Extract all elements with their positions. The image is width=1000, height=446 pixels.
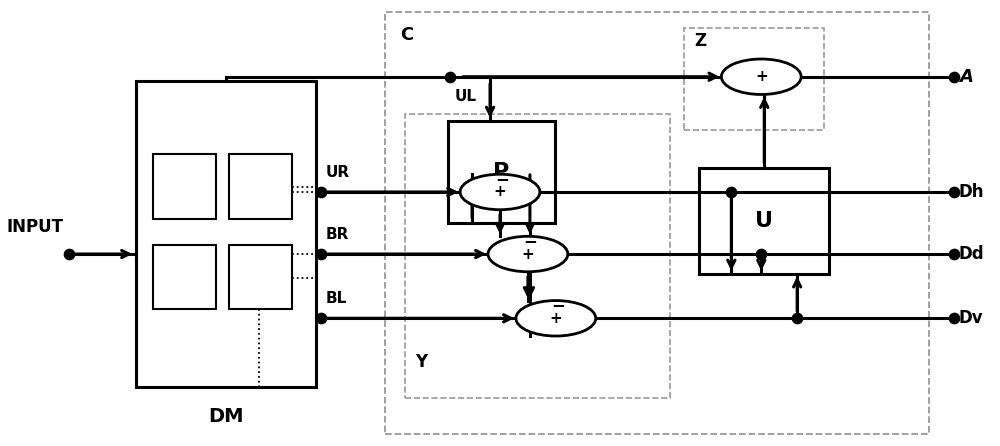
Bar xyxy=(684,28,824,130)
Text: +: + xyxy=(755,69,768,84)
Point xyxy=(442,73,458,80)
Text: Y: Y xyxy=(415,354,427,372)
Bar xyxy=(448,121,555,223)
Text: DM: DM xyxy=(208,407,244,426)
Point xyxy=(753,251,769,258)
Bar xyxy=(699,168,829,274)
Text: BR: BR xyxy=(325,227,349,242)
Text: +: + xyxy=(494,185,506,199)
Text: Z: Z xyxy=(694,33,707,50)
Point xyxy=(312,188,328,195)
Point xyxy=(946,315,962,322)
Circle shape xyxy=(460,174,540,210)
Bar xyxy=(136,81,316,387)
Circle shape xyxy=(488,236,568,272)
Bar xyxy=(385,12,929,434)
Text: U: U xyxy=(755,211,773,231)
Point xyxy=(61,251,77,258)
Point xyxy=(946,73,962,80)
Text: UL: UL xyxy=(455,89,477,104)
Text: UR: UR xyxy=(325,165,350,180)
Point xyxy=(789,315,805,322)
Text: Dh: Dh xyxy=(959,183,984,201)
Text: A: A xyxy=(959,68,973,86)
Point xyxy=(723,188,739,195)
Bar xyxy=(229,245,292,310)
Text: C: C xyxy=(400,26,414,44)
Text: Dd: Dd xyxy=(959,245,984,263)
Text: P: P xyxy=(493,162,510,182)
Text: +: + xyxy=(522,247,534,261)
Text: Dv: Dv xyxy=(959,309,983,327)
Point xyxy=(312,251,328,258)
Circle shape xyxy=(516,301,596,336)
Text: BL: BL xyxy=(325,291,347,306)
Text: −: − xyxy=(523,232,537,250)
Point xyxy=(946,251,962,258)
Text: +: + xyxy=(549,311,562,326)
Text: −: − xyxy=(551,296,565,314)
Text: INPUT: INPUT xyxy=(6,219,63,236)
Bar xyxy=(229,154,292,219)
Bar xyxy=(153,245,216,310)
Circle shape xyxy=(721,59,801,95)
Text: −: − xyxy=(495,169,509,188)
Bar xyxy=(405,115,670,398)
Point xyxy=(946,188,962,195)
Bar xyxy=(153,154,216,219)
Point xyxy=(312,315,328,322)
